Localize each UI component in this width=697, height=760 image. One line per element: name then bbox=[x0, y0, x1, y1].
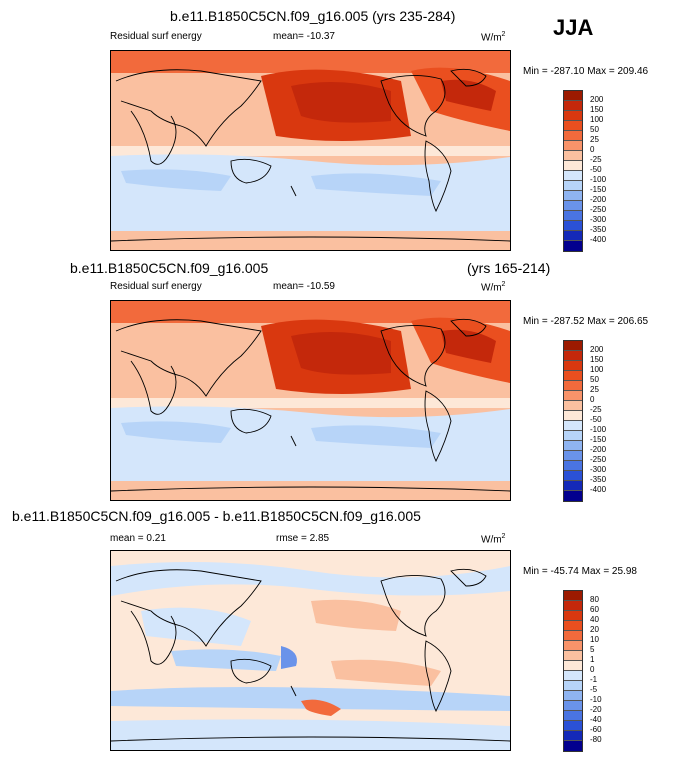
panel3-title: b.e11.B1850C5CN.f09_g16.005 - b.e11.B185… bbox=[12, 508, 421, 524]
panel1-tick: -300 bbox=[590, 215, 607, 224]
panel1-map bbox=[110, 50, 511, 251]
panel1-variable: Residual surf energy bbox=[110, 31, 202, 42]
panel2-variable: Residual surf energy bbox=[110, 281, 202, 292]
panel2-tick: 150 bbox=[590, 355, 604, 364]
panel2-tick: -100 bbox=[590, 425, 607, 434]
panel3-tick: 0 bbox=[590, 665, 595, 674]
panel3-colorbar bbox=[563, 590, 583, 752]
panel1-tick: 200 bbox=[590, 95, 604, 104]
panel2-tick: -200 bbox=[590, 445, 607, 454]
panel3-tick: -40 bbox=[590, 715, 602, 724]
panel2-tick: 0 bbox=[590, 395, 595, 404]
panel3-tick: -5 bbox=[590, 685, 598, 694]
panel1-tick: -200 bbox=[590, 195, 607, 204]
panel2-tick: -150 bbox=[590, 435, 607, 444]
panel2-units: W/m2 bbox=[481, 281, 506, 294]
panel3-rmse: rmse = 2.85 bbox=[276, 533, 330, 544]
panel3-tick: 10 bbox=[590, 635, 599, 644]
panel3-minmax: Min = -45.74 Max = 25.98 bbox=[523, 566, 637, 577]
panel2-years: (yrs 165-214) bbox=[467, 260, 551, 276]
panel1-title: b.e11.B1850C5CN.f09_g16.005 (yrs 235-284… bbox=[170, 8, 456, 24]
panel1-tick: -100 bbox=[590, 175, 607, 184]
panel2-title: b.e11.B1850C5CN.f09_g16.005 bbox=[70, 260, 269, 276]
panel2-tick: 25 bbox=[590, 385, 599, 394]
panel2-tick: -400 bbox=[590, 485, 607, 494]
panel1-tick: -25 bbox=[590, 155, 602, 164]
panel3-tick: -60 bbox=[590, 725, 602, 734]
panel3-tick: 1 bbox=[590, 655, 595, 664]
panel1-mean: mean= -10.37 bbox=[273, 31, 335, 42]
panel1-tick: -350 bbox=[590, 225, 607, 234]
panel3-units: W/m2 bbox=[481, 533, 506, 546]
panel2-tick: -300 bbox=[590, 465, 607, 474]
panel2-tick: -25 bbox=[590, 405, 602, 414]
panel1-colorbar bbox=[563, 90, 583, 252]
panel3-tick: -20 bbox=[590, 705, 602, 714]
panel1-tick: 0 bbox=[590, 145, 595, 154]
panel1-tick: 150 bbox=[590, 105, 604, 114]
panel3-map bbox=[110, 550, 511, 751]
panel1-tick: -150 bbox=[590, 185, 607, 194]
panel1-tick: -400 bbox=[590, 235, 607, 244]
panel3-tick: 60 bbox=[590, 605, 599, 614]
panel2-minmax: Min = -287.52 Max = 206.65 bbox=[523, 316, 649, 327]
panel1-tick: 25 bbox=[590, 135, 599, 144]
panel1-units: W/m2 bbox=[481, 31, 506, 44]
panel3-tick: -1 bbox=[590, 675, 598, 684]
panel3-tick: -10 bbox=[590, 695, 602, 704]
season-label: JJA bbox=[553, 15, 594, 40]
panel2-tick: 200 bbox=[590, 345, 604, 354]
panel3-tick: 20 bbox=[590, 625, 599, 634]
panel3-tick: -80 bbox=[590, 735, 602, 744]
panel2-mean: mean= -10.59 bbox=[273, 281, 335, 292]
panel2-tick: 100 bbox=[590, 365, 604, 374]
panel2-map bbox=[110, 300, 511, 501]
panel2-tick: -50 bbox=[590, 415, 602, 424]
panel1-tick: -250 bbox=[590, 205, 607, 214]
panel1-tick: -50 bbox=[590, 165, 602, 174]
panel1-minmax: Min = -287.10 Max = 209.46 bbox=[523, 66, 649, 77]
panel1-tick: 50 bbox=[590, 125, 599, 134]
panel2-tick: 50 bbox=[590, 375, 599, 384]
panel2-tick: -250 bbox=[590, 455, 607, 464]
panel2-tick: -350 bbox=[590, 475, 607, 484]
panel3-tick: 80 bbox=[590, 595, 599, 604]
panel3-tick: 40 bbox=[590, 615, 599, 624]
panel1-tick: 100 bbox=[590, 115, 604, 124]
panel3-mean: mean = 0.21 bbox=[110, 533, 166, 544]
panel3-tick: 5 bbox=[590, 645, 595, 654]
panel2-colorbar bbox=[563, 340, 583, 502]
